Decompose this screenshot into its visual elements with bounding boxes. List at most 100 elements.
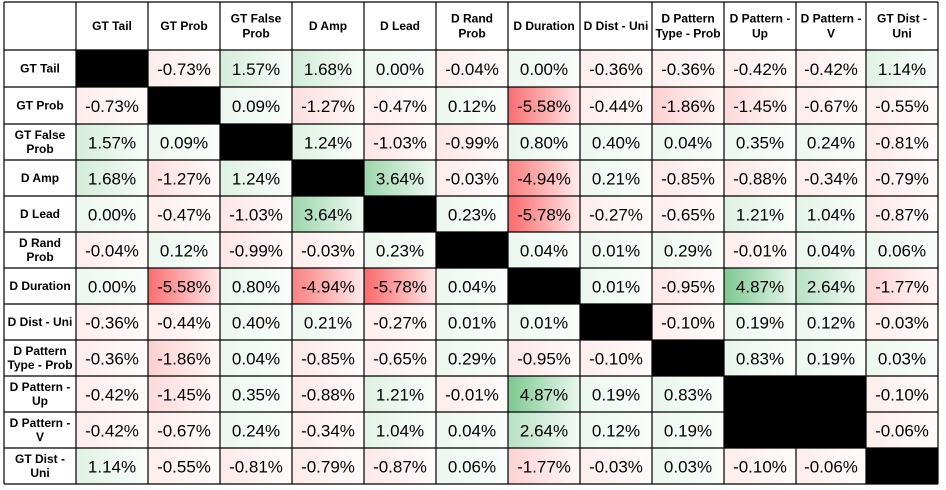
cell-value: 0.00% bbox=[88, 206, 136, 225]
column-header-d-pattern-type-prob: D Pattern Type - Prob bbox=[655, 12, 720, 41]
cell-value: 0.21% bbox=[304, 314, 352, 333]
cell-value: 2.64% bbox=[807, 278, 855, 297]
cell-value: 0.00% bbox=[376, 60, 424, 79]
cell-value: -0.79% bbox=[301, 458, 355, 477]
heatmap-cell bbox=[76, 448, 148, 484]
cell-value: -0.04% bbox=[445, 60, 499, 79]
heatmap-cell bbox=[508, 448, 580, 484]
cell-value: -0.42% bbox=[85, 386, 139, 405]
heatmap-cell bbox=[148, 50, 220, 87]
cell-value: 3.64% bbox=[376, 170, 424, 189]
heatmap-cell bbox=[724, 50, 796, 87]
blank-cell bbox=[436, 232, 508, 268]
heatmap-cell bbox=[866, 160, 938, 196]
cell-value: 0.12% bbox=[448, 97, 496, 116]
cell-value: 0.80% bbox=[232, 278, 280, 297]
heatmap-cell bbox=[148, 304, 220, 340]
heatmap-cell bbox=[508, 340, 580, 376]
heatmap-cell bbox=[866, 50, 938, 87]
heatmap-cell bbox=[220, 160, 292, 196]
cell-value: -0.73% bbox=[157, 60, 211, 79]
heatmap-cell bbox=[76, 304, 148, 340]
row-header-d-amp: D Amp bbox=[21, 171, 59, 185]
heatmap-cell bbox=[76, 160, 148, 196]
heatmap-cell bbox=[148, 412, 220, 448]
heatmap-cell bbox=[220, 412, 292, 448]
heatmap-cell bbox=[580, 376, 652, 412]
heatmap-cell bbox=[580, 340, 652, 376]
cell-value: -0.03% bbox=[875, 314, 929, 333]
cell-value: 0.04% bbox=[807, 242, 855, 261]
cell-value: 0.19% bbox=[736, 314, 784, 333]
heatmap-cell bbox=[724, 232, 796, 268]
blank-cell bbox=[796, 412, 866, 448]
heatmap-cell bbox=[724, 87, 796, 124]
row-header-gt-tail: GT Tail bbox=[20, 62, 60, 76]
cell-value: -0.55% bbox=[157, 458, 211, 477]
cell-value: -0.10% bbox=[875, 386, 929, 405]
cell-value: -0.99% bbox=[445, 134, 499, 153]
cell-value: -0.42% bbox=[733, 60, 787, 79]
heatmap-cell bbox=[580, 87, 652, 124]
cell-value: -0.34% bbox=[804, 170, 858, 189]
cell-value: -0.03% bbox=[589, 458, 643, 477]
cell-value: -0.27% bbox=[589, 206, 643, 225]
heatmap-cell bbox=[866, 196, 938, 232]
blank-cell bbox=[652, 340, 724, 376]
heatmap-cell bbox=[220, 232, 292, 268]
cell-value: 1.24% bbox=[232, 170, 280, 189]
heatmap-cell bbox=[436, 340, 508, 376]
blank-cell bbox=[292, 160, 364, 196]
cell-value: 0.24% bbox=[232, 422, 280, 441]
cell-value: 1.14% bbox=[878, 60, 926, 79]
heatmap-cell bbox=[292, 87, 364, 124]
heatmap-cell bbox=[292, 124, 364, 160]
heatmap-cell bbox=[866, 376, 938, 412]
heatmap-cell bbox=[508, 50, 580, 87]
cell-value: 0.35% bbox=[232, 386, 280, 405]
cell-value: -0.04% bbox=[85, 242, 139, 261]
cell-value: -5.58% bbox=[517, 97, 571, 116]
heatmap-cell bbox=[364, 448, 436, 484]
cell-value: 0.24% bbox=[807, 134, 855, 153]
heatmap-cell bbox=[220, 376, 292, 412]
heatmap-cell bbox=[796, 448, 866, 484]
cell-value: 1.68% bbox=[304, 60, 352, 79]
cell-value: -0.01% bbox=[445, 386, 499, 405]
heatmap-cell bbox=[220, 196, 292, 232]
cell-value: 1.24% bbox=[304, 134, 352, 153]
cell-value: -0.99% bbox=[229, 242, 283, 261]
cell-value: -0.10% bbox=[661, 314, 715, 333]
row-header-d-pattern-v: D Pattern -V bbox=[10, 416, 71, 444]
cell-value: -0.87% bbox=[373, 458, 427, 477]
cell-value: 1.57% bbox=[232, 60, 280, 79]
row-header-d-rand-prob: D Rand Prob bbox=[19, 236, 61, 264]
heatmap-cell bbox=[436, 50, 508, 87]
heatmap-cell bbox=[652, 376, 724, 412]
cell-value: 0.23% bbox=[376, 242, 424, 261]
cell-value: -0.85% bbox=[661, 170, 715, 189]
cell-value: 0.03% bbox=[664, 458, 712, 477]
cell-value: -4.94% bbox=[301, 278, 355, 297]
heatmap-cell bbox=[724, 268, 796, 304]
cell-value: -0.73% bbox=[85, 97, 139, 116]
cell-value: 1.68% bbox=[88, 170, 136, 189]
cell-value: 0.83% bbox=[736, 350, 784, 369]
cell-value: -0.42% bbox=[804, 60, 858, 79]
cell-value: 0.12% bbox=[160, 242, 208, 261]
cell-value: -0.65% bbox=[373, 350, 427, 369]
cell-value: 1.21% bbox=[736, 206, 784, 225]
cell-value: -0.03% bbox=[445, 170, 499, 189]
cell-value: -0.79% bbox=[875, 170, 929, 189]
cell-value: 0.29% bbox=[448, 350, 496, 369]
cell-value: 0.12% bbox=[807, 314, 855, 333]
heatmap-cell bbox=[508, 87, 580, 124]
column-header-gt-dist-uni: GT Dist -Uni bbox=[877, 12, 927, 41]
cell-value: -0.88% bbox=[733, 170, 787, 189]
heatmap-cell bbox=[866, 232, 938, 268]
heatmap-cell bbox=[76, 376, 148, 412]
row-header-d-pattern-type-prob: D Pattern Type - Prob bbox=[7, 344, 72, 372]
heatmap-cell bbox=[652, 160, 724, 196]
cell-value: -0.47% bbox=[373, 97, 427, 116]
cell-value: 0.06% bbox=[878, 242, 926, 261]
